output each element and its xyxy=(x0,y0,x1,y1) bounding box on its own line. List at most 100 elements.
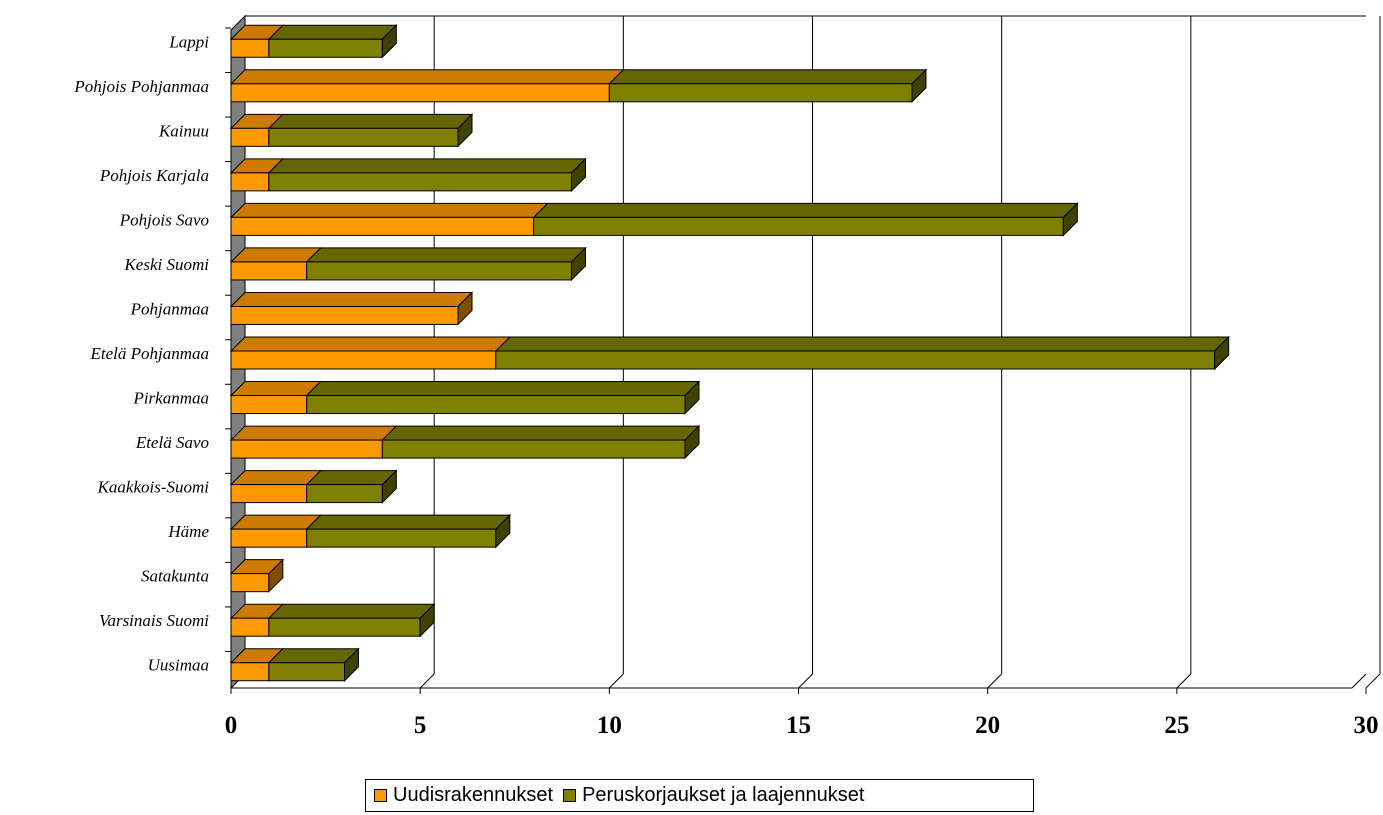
bar-side-face xyxy=(571,157,586,193)
bar-front-face xyxy=(230,38,270,58)
floor-line-20 xyxy=(987,673,1003,689)
floor-line-5 xyxy=(419,673,435,689)
bar-front-face xyxy=(230,350,497,370)
bar-front-face xyxy=(381,439,686,459)
category-label: Keski Suomi xyxy=(123,255,209,274)
bar-side-face xyxy=(381,469,397,504)
bar-front-face xyxy=(495,350,1216,370)
bar-top-face xyxy=(229,425,398,441)
bar-top-face xyxy=(305,247,587,263)
bar-side-face xyxy=(457,113,473,148)
bar-uudisrakennukset xyxy=(229,381,322,415)
category-label: Pirkanmaa xyxy=(132,389,209,408)
bar-top-face xyxy=(229,470,322,486)
bar-front-face xyxy=(230,528,308,548)
category-label: Kaakkois-Suomi xyxy=(97,478,210,497)
bar-front-face xyxy=(230,484,308,504)
bar-top-face xyxy=(267,113,474,129)
bar-peruskorjaukset xyxy=(305,513,512,549)
bar-front-face xyxy=(230,662,270,682)
bar-peruskorjaukset xyxy=(305,380,701,415)
bar-uudisrakennukset xyxy=(229,247,322,281)
bar-front-face xyxy=(230,83,610,103)
bar-peruskorjaukset xyxy=(267,602,436,638)
bar-top-face xyxy=(229,514,322,530)
bar-side-face xyxy=(571,246,586,282)
bar-side-face xyxy=(1062,202,1078,237)
bar-side-face xyxy=(911,68,927,104)
category-label: Pohjanmaa xyxy=(130,299,209,318)
bar-front-face xyxy=(230,439,383,459)
bar-peruskorjaukset xyxy=(267,157,587,193)
legend-swatch-series-1 xyxy=(374,789,387,802)
bar-peruskorjaukset xyxy=(267,24,398,59)
bar-top-face xyxy=(494,336,1230,352)
bar-top-face xyxy=(305,470,398,486)
category-label: Varsinais Suomi xyxy=(99,611,209,630)
x-tick-label-5: 5 xyxy=(414,712,427,739)
bar-uudisrakennukset xyxy=(229,603,285,637)
bar-front-face xyxy=(230,617,270,637)
bar-front-face xyxy=(230,395,308,415)
bar-peruskorjaukset xyxy=(381,424,701,460)
bar-front-face xyxy=(533,216,1064,236)
category-label: Häme xyxy=(167,522,209,541)
bars xyxy=(229,24,1230,682)
bar-uudisrakennukset xyxy=(229,514,322,548)
labels: 0 5 10 15 20 25 30 Lappi Pohjois Pohjanmaa Kainuu… xyxy=(73,32,1378,739)
bar-top-face xyxy=(267,158,587,174)
bar-top-face xyxy=(229,336,512,352)
bar-front-face xyxy=(230,127,270,147)
legend-label-series-2: Peruskorjaukset ja laajennukset xyxy=(582,784,865,806)
bar-uudisrakennukset xyxy=(229,648,285,682)
bar-top-face xyxy=(267,24,398,40)
bar-top-face xyxy=(229,202,549,218)
bar-top-face xyxy=(305,514,512,530)
bar-front-face xyxy=(230,261,308,281)
bar-side-face xyxy=(457,291,473,326)
bar-front-face xyxy=(268,38,383,58)
bar-front-face xyxy=(306,261,572,281)
bar-front-face xyxy=(306,484,383,504)
category-label: Etelä Savo xyxy=(135,433,209,452)
bar-top-face xyxy=(532,202,1079,218)
legend: Uudisrakennukset Peruskorjaukset ja laaj… xyxy=(365,779,1034,812)
floor-line-10 xyxy=(608,673,624,689)
bar-front-face xyxy=(230,172,270,192)
bar-front-face xyxy=(230,305,459,325)
bar-uudisrakennukset xyxy=(229,113,285,147)
bar-top-face xyxy=(229,247,322,263)
bar-front-face xyxy=(268,662,346,682)
bar-top-face xyxy=(229,291,474,307)
bar-uudisrakennukset xyxy=(229,425,398,459)
bar-top-face xyxy=(267,648,360,664)
bar-front-face xyxy=(306,395,686,415)
category-label: Lappi xyxy=(168,32,209,51)
bar-peruskorjaukset xyxy=(267,113,474,148)
floor-line-30 xyxy=(1365,673,1381,689)
bar-front-face xyxy=(230,216,535,236)
floor-line-15 xyxy=(798,673,813,689)
category-label: Pohjois Savo xyxy=(119,210,209,229)
bar-front-face xyxy=(268,127,459,147)
x-tick-label-25: 25 xyxy=(1164,712,1189,739)
bar-top-face xyxy=(608,69,928,85)
category-label: Pohjois Pohjanmaa xyxy=(73,77,209,96)
x-tick-label-20: 20 xyxy=(975,712,1000,739)
category-label: Etelä Pohjanmaa xyxy=(89,344,209,363)
bar-peruskorjaukset xyxy=(532,202,1079,237)
category-label: Satakunta xyxy=(141,567,209,586)
category-label: Kainuu xyxy=(158,121,209,140)
bar-top-face xyxy=(229,381,322,397)
bar-front-face xyxy=(230,573,270,593)
x-axis-corner xyxy=(1351,673,1367,689)
bar-front-face xyxy=(608,83,913,103)
bar-front-face xyxy=(268,172,572,192)
bar-side-face xyxy=(268,558,284,593)
bar-side-face xyxy=(419,602,435,638)
x-tick-label-15: 15 xyxy=(786,712,811,739)
x-tick-label-0: 0 xyxy=(225,712,238,739)
x-tick-label-10: 10 xyxy=(597,712,622,739)
bar-top-face xyxy=(305,381,701,397)
